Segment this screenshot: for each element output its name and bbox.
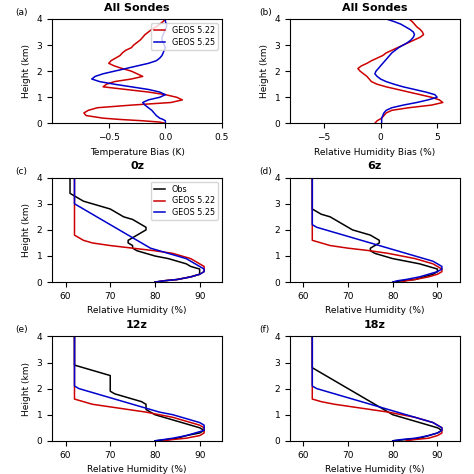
Y-axis label: Height (km): Height (km): [22, 44, 31, 98]
Legend: Obs, GEOS 5.22, GEOS 5.25: Obs, GEOS 5.22, GEOS 5.25: [151, 182, 218, 220]
Text: (f): (f): [259, 325, 270, 334]
X-axis label: Relative Humidity (%): Relative Humidity (%): [325, 465, 425, 474]
X-axis label: Temperature Bias (K): Temperature Bias (K): [90, 148, 184, 157]
Text: (a): (a): [15, 8, 27, 17]
X-axis label: Relative Humidity (%): Relative Humidity (%): [87, 306, 187, 315]
Text: (b): (b): [259, 8, 272, 17]
Title: 6z: 6z: [368, 161, 382, 171]
Text: (c): (c): [15, 166, 27, 175]
Y-axis label: Height (km): Height (km): [260, 44, 269, 98]
Text: (e): (e): [15, 325, 27, 334]
Title: All Sondes: All Sondes: [342, 3, 408, 13]
Text: (d): (d): [259, 166, 272, 175]
Title: 18z: 18z: [364, 320, 386, 330]
Title: 12z: 12z: [126, 320, 148, 330]
Title: 0z: 0z: [130, 161, 144, 171]
Y-axis label: Height (km): Height (km): [22, 203, 31, 257]
X-axis label: Relative Humidity Bias (%): Relative Humidity Bias (%): [314, 148, 436, 157]
Title: All Sondes: All Sondes: [104, 3, 170, 13]
X-axis label: Relative Humidity (%): Relative Humidity (%): [325, 306, 425, 315]
Legend: GEOS 5.22, GEOS 5.25: GEOS 5.22, GEOS 5.25: [151, 23, 218, 50]
Y-axis label: Height (km): Height (km): [22, 362, 31, 416]
X-axis label: Relative Humidity (%): Relative Humidity (%): [87, 465, 187, 474]
